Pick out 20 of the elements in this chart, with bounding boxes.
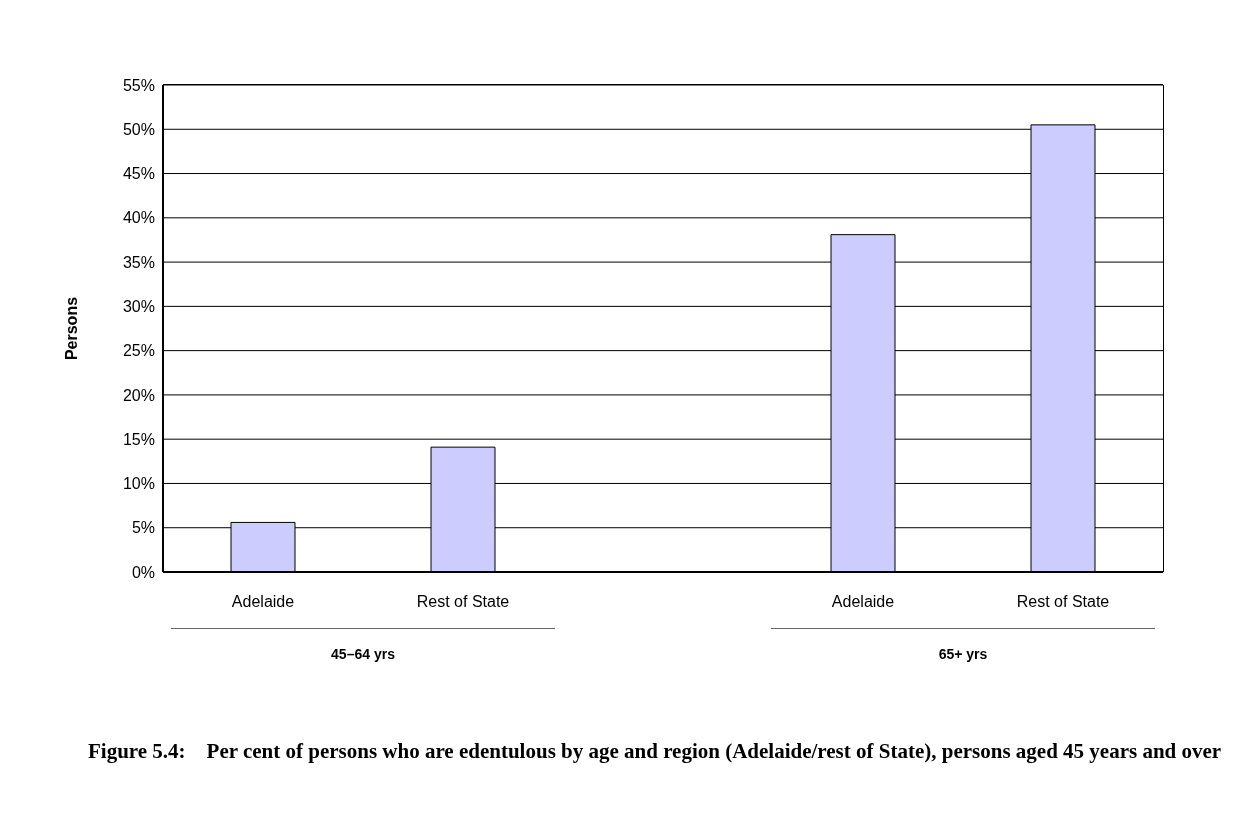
y-tick-label: 20% xyxy=(122,386,155,404)
text: Figure 5.4: Per cent of persons who are edentulous by age and region (Adelaide/rest of State), persons aged 45 years and over xyxy=(88,738,1223,765)
x-tick-label: Adelaide xyxy=(231,593,295,611)
text: 65+ yrs xyxy=(937,646,989,662)
y-tick-label: 50% xyxy=(122,120,155,138)
y-tick-label: 55% xyxy=(122,76,155,94)
x-tick-label: Rest of State xyxy=(416,593,510,611)
y-tick-label: 25% xyxy=(122,342,155,360)
y-tick-label: 10% xyxy=(122,475,155,493)
x-tick-label: Adelaide xyxy=(831,593,895,611)
y-tick-label: 5% xyxy=(131,519,155,537)
x-tick-label: Rest of State xyxy=(1016,593,1110,611)
y-tick-label: 30% xyxy=(122,298,155,316)
y-tick-label: 0% xyxy=(131,563,155,581)
y-axis-title: Persons xyxy=(62,296,80,361)
y-tick-label: 40% xyxy=(122,209,155,227)
y-tick-label: 35% xyxy=(122,253,155,271)
y-tick-label: 15% xyxy=(122,430,155,448)
text: 45–64 yrs xyxy=(330,646,396,662)
y-tick-label: 45% xyxy=(122,165,155,183)
